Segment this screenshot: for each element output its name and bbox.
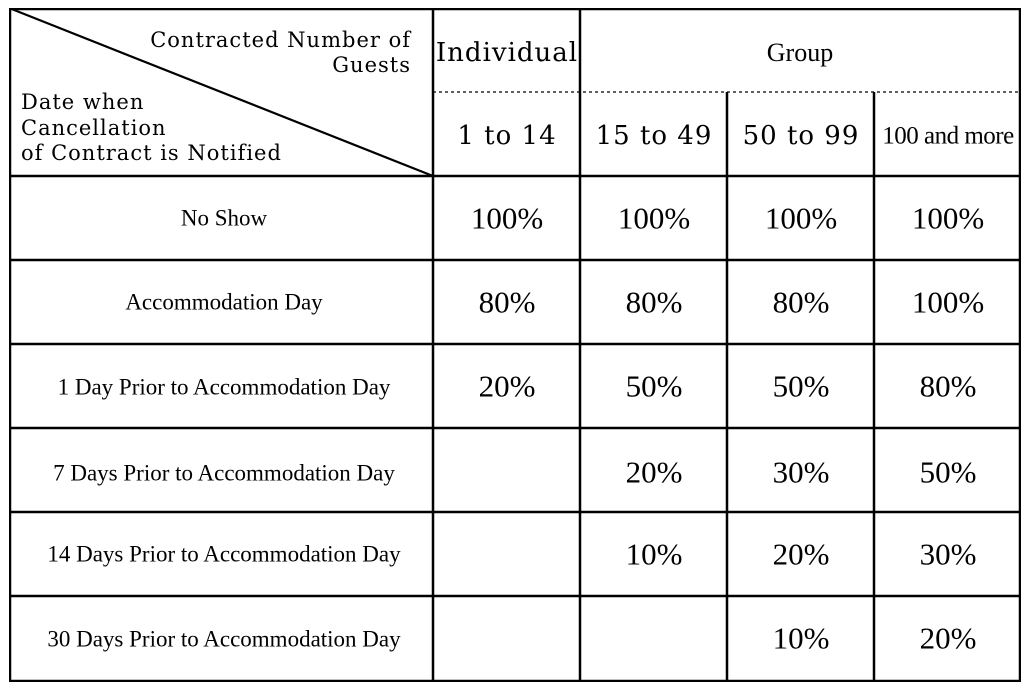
- header-group: Group: [766, 38, 834, 67]
- row-value: 50%: [772, 368, 830, 404]
- corner-top-label-line2: Guests: [332, 53, 411, 77]
- row-value: 100%: [911, 200, 985, 236]
- row-value: 100%: [911, 284, 985, 320]
- header-range-2: 15 to 49: [595, 121, 713, 151]
- row-value: 10%: [625, 536, 683, 572]
- row-value: 100%: [617, 200, 691, 236]
- row-value: 30%: [919, 536, 977, 572]
- table-grid: [9, 8, 1021, 682]
- row-value: 50%: [625, 368, 683, 404]
- row-label: 7 Days Prior to Accommodation Day: [53, 460, 395, 486]
- row-value: 30%: [772, 454, 830, 490]
- row-label: Accommodation Day: [125, 289, 323, 315]
- row-value: 80%: [625, 284, 683, 320]
- row-value: 10%: [772, 620, 830, 656]
- row-value: 20%: [919, 620, 977, 656]
- corner-bottom-label-line3: of Contract is Notified: [21, 141, 282, 165]
- header-range-4: 100 and more: [882, 122, 1014, 150]
- row-value: 20%: [772, 536, 830, 572]
- row-value: 20%: [625, 454, 683, 490]
- row-value: 80%: [772, 284, 830, 320]
- row-value: 100%: [470, 200, 544, 236]
- corner-bottom-label-line2: Cancellation: [21, 116, 167, 140]
- header-individual: Individual: [435, 38, 579, 68]
- row-value: 50%: [919, 454, 977, 490]
- corner-bottom-label-line1: Date when: [21, 90, 145, 114]
- row-label: 14 Days Prior to Accommodation Day: [47, 541, 401, 567]
- row-label: 30 Days Prior to Accommodation Day: [47, 626, 401, 652]
- header-range-3: 50 to 99: [742, 121, 860, 151]
- row-label: No Show: [180, 205, 268, 231]
- row-value: 100%: [764, 200, 838, 236]
- row-value: 80%: [478, 284, 536, 320]
- corner-diagonal: [9, 8, 434, 178]
- corner-top-label-line1: Contracted Number of: [150, 28, 411, 52]
- header-range-1: 1 to 14: [457, 121, 557, 151]
- cancellation-fee-table: Contracted Number of Guests Date when Ca…: [9, 8, 1021, 682]
- row-value: 80%: [919, 368, 977, 404]
- row-value: 20%: [478, 368, 536, 404]
- row-label: 1 Day Prior to Accommodation Day: [57, 374, 391, 400]
